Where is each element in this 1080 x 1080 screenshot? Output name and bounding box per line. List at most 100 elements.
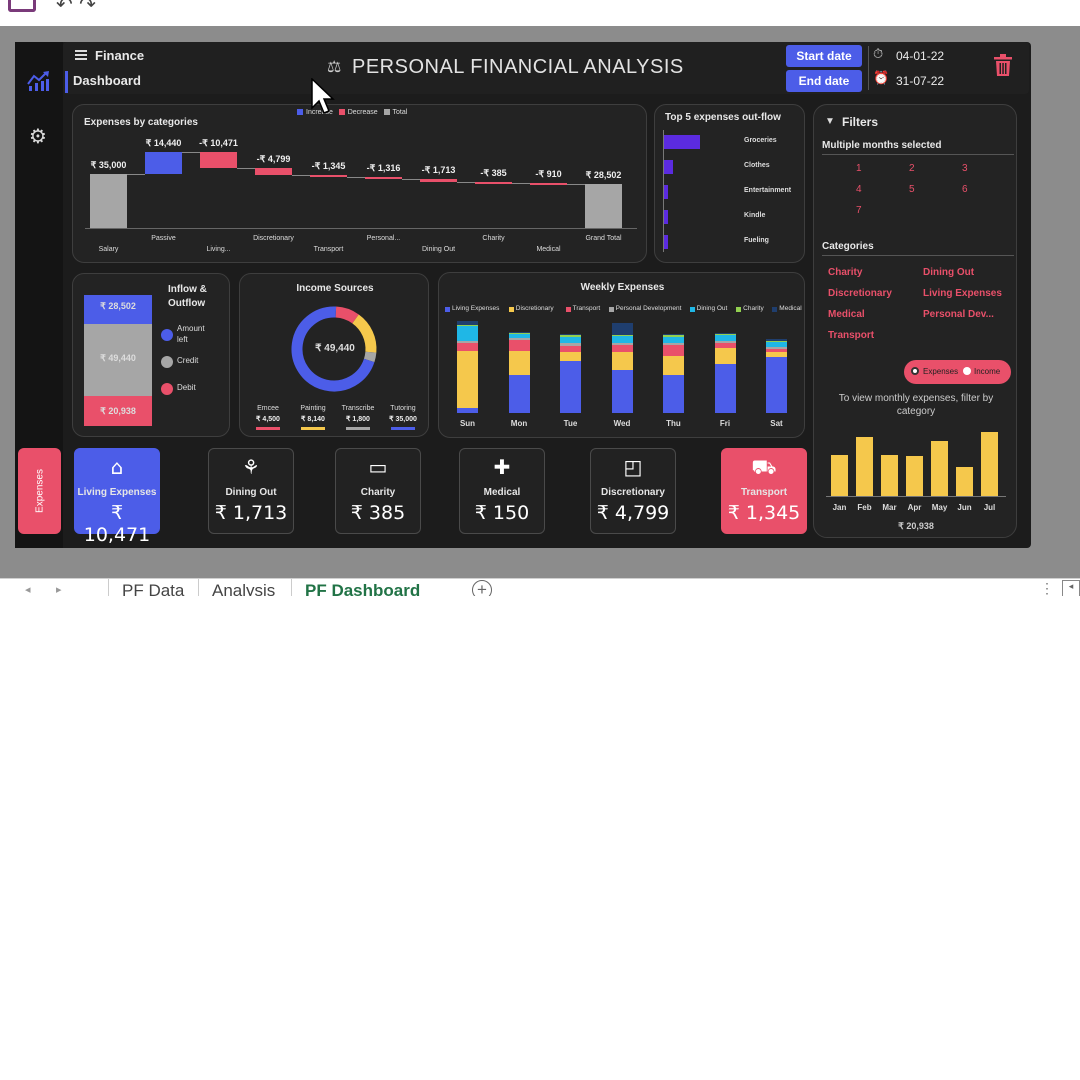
top5-category-label: Kindle xyxy=(744,212,766,219)
top5-bar xyxy=(664,235,668,249)
category-filter-item[interactable]: Personal Dev... xyxy=(923,309,994,320)
weekly-legend-label: Living Expenses xyxy=(452,305,500,312)
weekly-bar-segment xyxy=(714,341,736,344)
card-living-expenses[interactable]: ⌂ Living Expenses ₹ 10,471 xyxy=(74,448,160,546)
category-filter-item[interactable]: Transport xyxy=(828,330,875,341)
quick-access-toolbar: ↶ ↷ xyxy=(0,0,1080,26)
month-filter-item[interactable]: 4 xyxy=(856,184,862,195)
income-source-value: ₹ 8,140 xyxy=(301,416,325,423)
breadcrumb-finance[interactable]: Finance xyxy=(95,48,145,63)
month-filter-item[interactable]: 6 xyxy=(962,184,968,195)
card-name: Discretionary xyxy=(601,487,665,498)
weekly-legend-label: Dining Out xyxy=(696,305,728,312)
save-icon[interactable] xyxy=(8,0,36,12)
waterfall-bar xyxy=(255,167,292,176)
waterfall-bar xyxy=(420,179,457,183)
category-filter-item[interactable]: Discretionary xyxy=(828,288,892,299)
inflow-title-2: Outflow xyxy=(168,298,206,309)
menu-icon[interactable] xyxy=(75,50,87,60)
income-source-swatch xyxy=(391,427,415,430)
monthly-bar xyxy=(831,454,848,496)
card-dining-out[interactable]: ⚘ Dining Out ₹ 1,713 xyxy=(208,448,294,534)
tab-pf-dashboard[interactable]: PF Dashboard xyxy=(291,579,433,596)
legend-swatch xyxy=(297,109,303,116)
category-filter-item[interactable]: Medical xyxy=(828,309,865,320)
card-name: Dining Out xyxy=(225,487,277,498)
breadcrumb-indicator xyxy=(65,71,68,93)
weekly-bar-segment xyxy=(766,357,787,413)
weekly-bar-segment xyxy=(457,325,478,327)
income-source-value: ₹ 35,000 xyxy=(389,416,417,423)
start-date-value[interactable]: 04-01-22 xyxy=(896,49,945,63)
weekly-bar-segment xyxy=(611,369,633,413)
category-filter-item[interactable]: Dining Out xyxy=(923,267,975,278)
weekly-bar-segment xyxy=(714,333,736,335)
money-icon: ▭ xyxy=(368,455,388,479)
weekly-legend-label: Medical xyxy=(779,305,802,312)
breadcrumb-dashboard[interactable]: Dashboard xyxy=(73,73,141,88)
undo-icon[interactable]: ↶ ↷ xyxy=(56,0,96,16)
expense-income-toggle[interactable]: Expenses Income xyxy=(904,360,1011,384)
start-date-button[interactable]: Start date xyxy=(786,45,862,67)
timer-icon: ⏱ xyxy=(873,47,884,62)
card-amount: ₹ 150 xyxy=(474,502,530,524)
month-filter-item[interactable]: 3 xyxy=(962,163,968,174)
divider xyxy=(868,46,869,90)
weekday-label: Sun xyxy=(459,419,476,428)
end-date-button[interactable]: End date xyxy=(786,70,862,92)
connector-line xyxy=(182,151,200,153)
weekly-bar-segment xyxy=(457,343,478,351)
alarm-clock-icon: ⏰ xyxy=(873,71,890,86)
card-medical[interactable]: ✚ Medical ₹ 150 xyxy=(459,448,545,534)
inflow-outflow-panel: ₹ 28,502 ₹ 49,440 ₹ 20,938 Inflow & Outf… xyxy=(72,273,230,437)
scroll-left-button[interactable]: ◂ xyxy=(1062,580,1080,596)
radio-income[interactable] xyxy=(963,367,971,375)
weekly-legend-swatch xyxy=(565,307,571,312)
tab-nav-next[interactable]: ▸ xyxy=(56,583,62,596)
end-date-value[interactable]: 31-07-22 xyxy=(896,74,945,88)
mouse-cursor-icon xyxy=(311,78,335,114)
trash-icon[interactable] xyxy=(994,54,1012,76)
month-label: Mar xyxy=(882,503,897,512)
waterfall-value-label: ₹ 35,000 xyxy=(90,160,127,170)
tab-analysis[interactable]: Analysis xyxy=(198,579,288,596)
category-filter-item[interactable]: Charity xyxy=(828,267,863,278)
radio-expenses[interactable] xyxy=(911,367,919,375)
connector-line xyxy=(237,167,255,169)
month-label: Jul xyxy=(983,503,996,512)
top5-title: Top 5 expenses out-flow xyxy=(665,112,781,123)
more-icon[interactable]: ⋮ xyxy=(1040,580,1054,596)
waterfall-value-label: -₹ 1,316 xyxy=(366,163,401,174)
card-charity[interactable]: ▭ Charity ₹ 385 xyxy=(335,448,421,534)
tab-pf-data[interactable]: PF Data xyxy=(108,579,197,596)
income-donut xyxy=(291,306,377,392)
weekly-bar-segment xyxy=(766,352,787,358)
waterfall-category-label: Transport xyxy=(313,246,344,253)
weekly-bar-segment xyxy=(714,332,736,334)
month-filter-item[interactable]: 7 xyxy=(856,205,862,216)
card-discretionary[interactable]: ◰ Discretionary ₹ 4,799 xyxy=(590,448,676,534)
tab-nav-prev[interactable]: ◂ xyxy=(25,583,31,596)
card-transport[interactable]: ⛟ Transport ₹ 1,345 xyxy=(721,448,807,534)
scale-icon: ⚖ xyxy=(327,57,342,76)
weekly-bar-segment xyxy=(457,350,478,409)
month-filter-item[interactable]: 2 xyxy=(909,163,915,174)
waterfall-bar xyxy=(365,177,402,180)
filter-icon: ▼ xyxy=(825,116,835,127)
month-filter-item[interactable]: 5 xyxy=(909,184,915,195)
shopping-bag-icon: ◰ xyxy=(623,455,643,479)
toggle-income-label: Income xyxy=(974,367,1001,376)
gear-icon[interactable]: ⚙ xyxy=(29,124,47,148)
category-filter-item[interactable]: Living Expenses xyxy=(923,288,1002,299)
weekly-bar-segment xyxy=(663,355,684,376)
income-center-value: ₹ 49,440 xyxy=(315,343,355,354)
card-name: Medical xyxy=(483,487,521,498)
month-filter-item[interactable]: 1 xyxy=(856,163,862,174)
waterfall-value-label: ₹ 28,502 xyxy=(585,170,622,181)
expenses-side-button[interactable]: Expenses xyxy=(18,448,61,534)
month-label: May xyxy=(931,503,948,512)
add-sheet-button[interactable]: + xyxy=(472,580,492,596)
weekday-label: Sat xyxy=(770,419,783,428)
weekly-bar-segment xyxy=(766,339,787,341)
weekly-bar-segment xyxy=(560,345,581,353)
